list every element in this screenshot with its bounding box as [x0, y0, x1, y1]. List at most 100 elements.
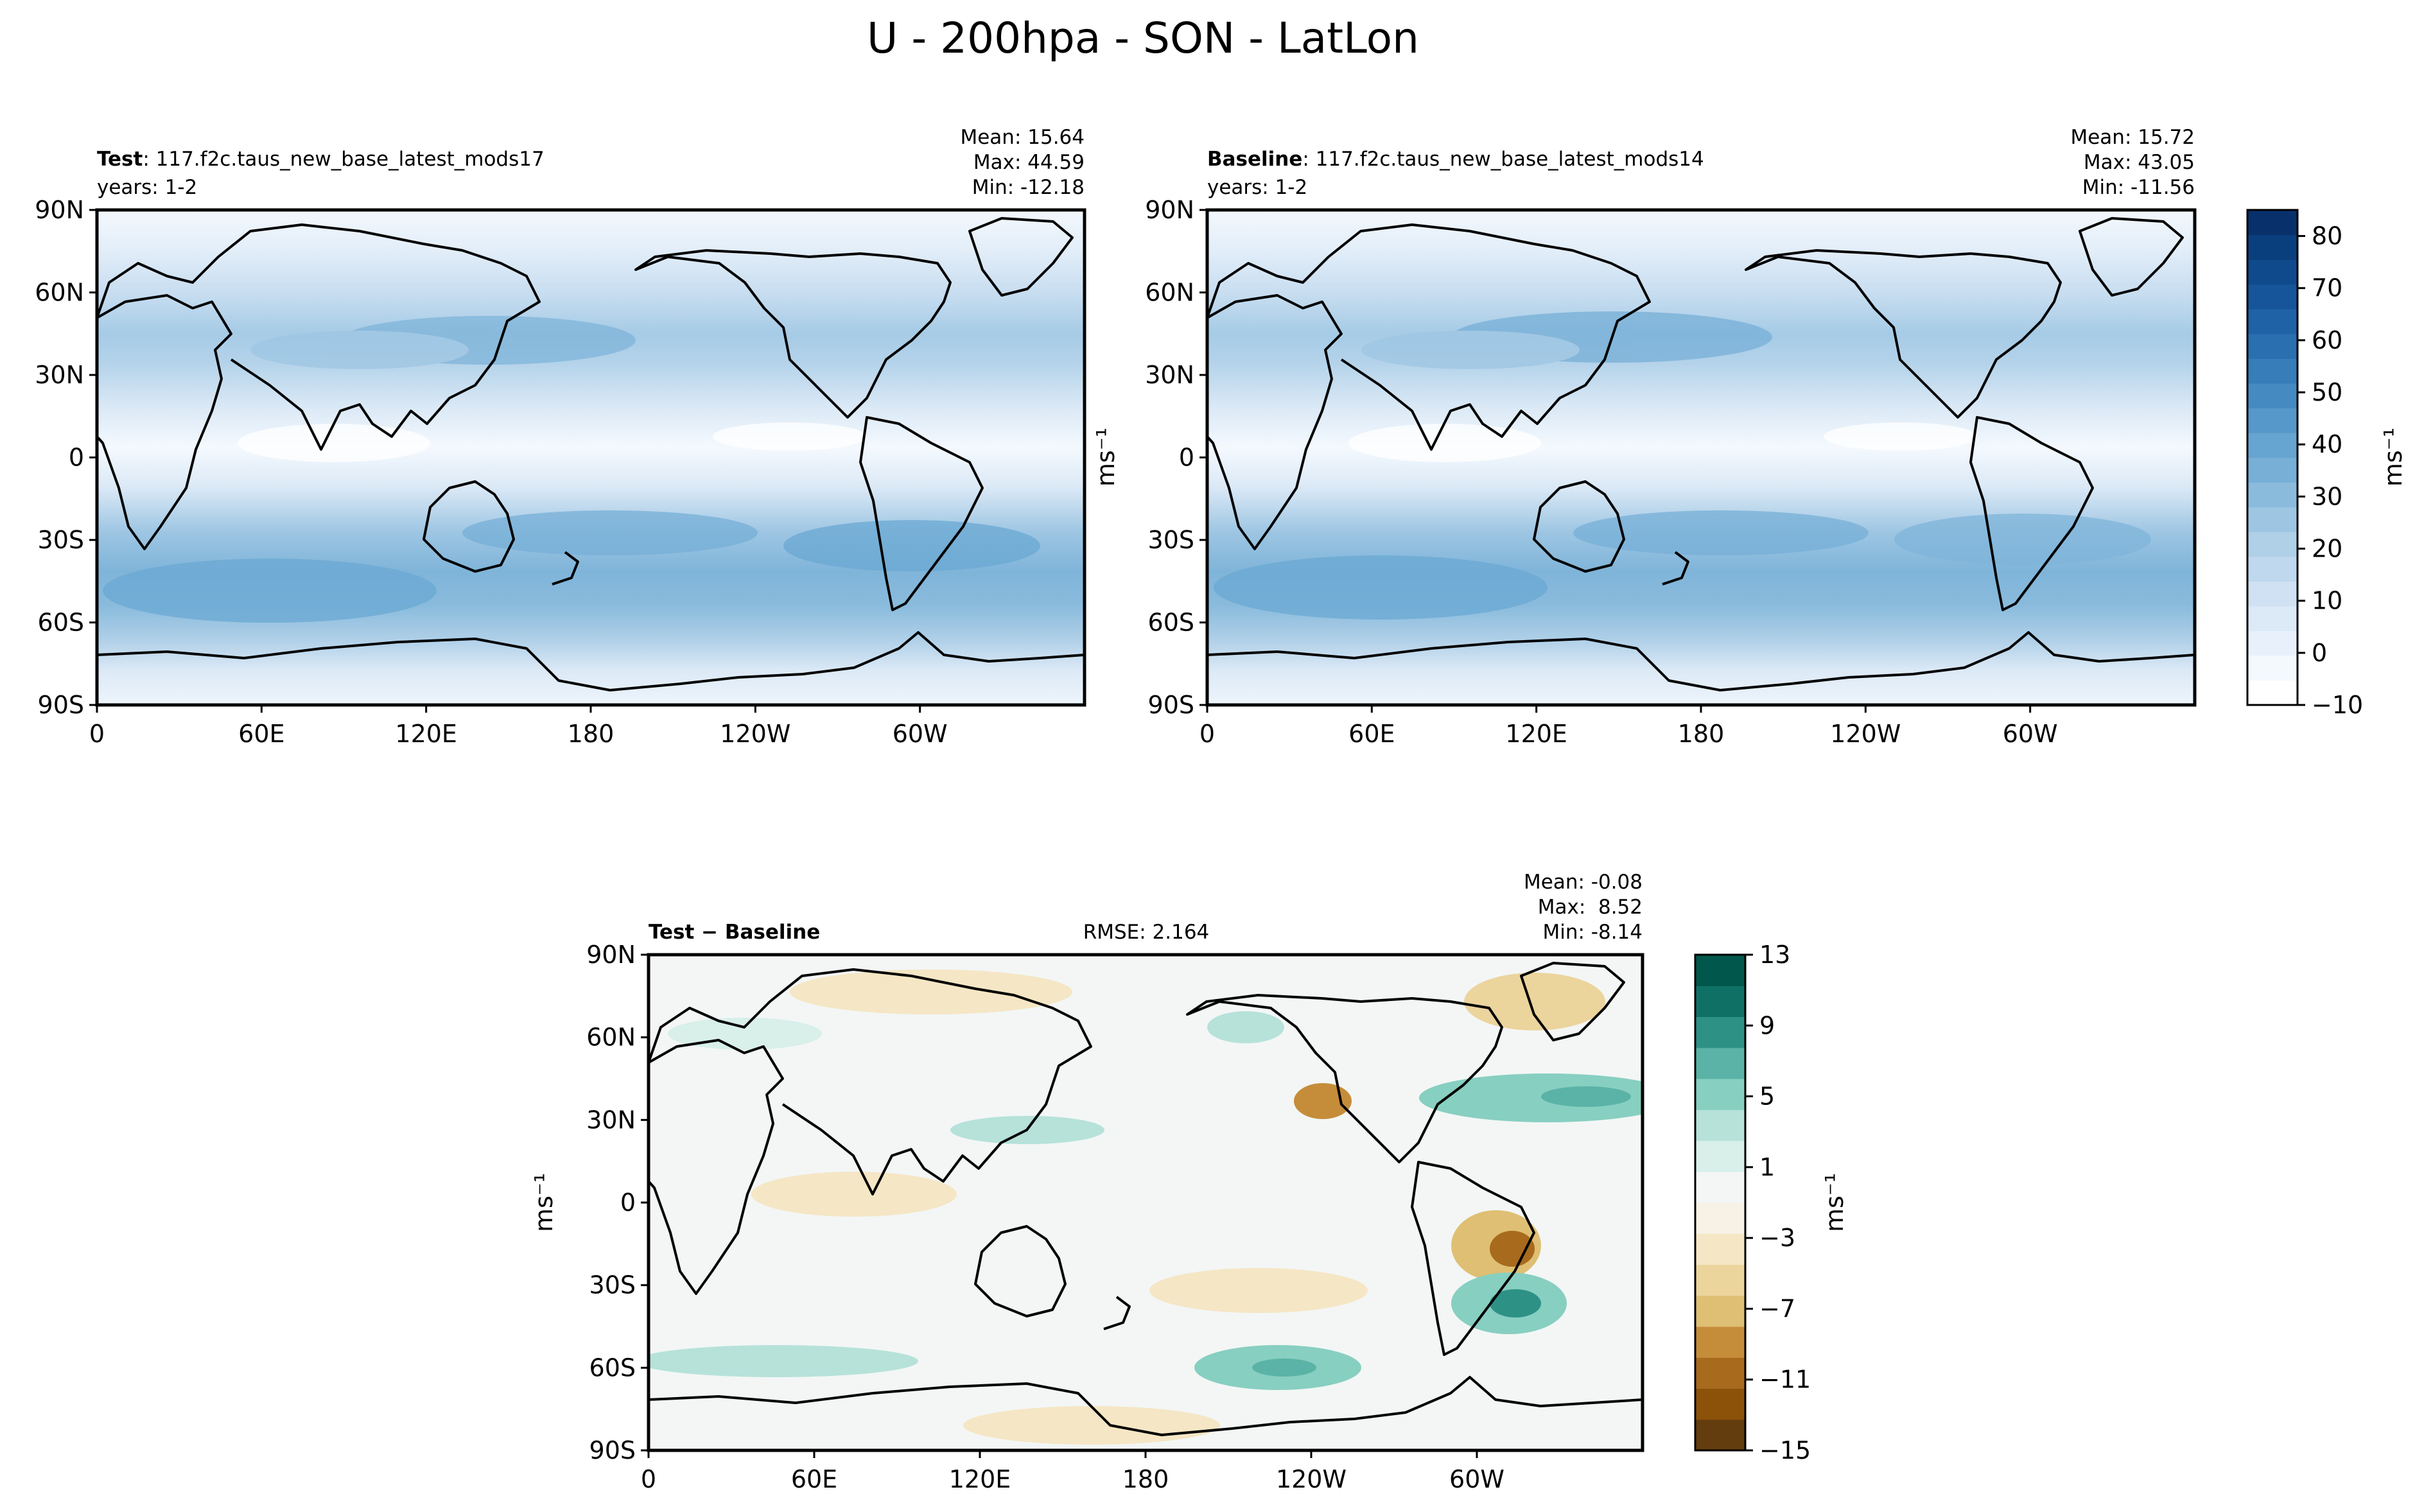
baseline-lon-tick-label: 180	[1678, 720, 1725, 748]
diff-coast-antarctica	[649, 1376, 1643, 1436]
main-colorbar-band	[2247, 532, 2297, 557]
diff-lon-tick-label: 60E	[791, 1465, 837, 1493]
test-lat-tick-label: 30S	[38, 526, 84, 554]
test-coast-greenland	[968, 217, 1074, 297]
baseline-eq-indian	[1348, 424, 1541, 462]
main-colorbar-band	[2247, 210, 2297, 236]
main-colorbar: −10 0 10 20 30 40 50 60 70 80 ms⁻¹	[2246, 209, 2407, 719]
baseline-lon-tick-label: 0	[1199, 720, 1215, 748]
diff-anom-so-teal-core	[1252, 1359, 1316, 1377]
main-colorbar-band	[2247, 605, 2297, 631]
baseline-coast-africa	[1207, 294, 1343, 550]
main-colorbar-tick-label: 20	[2312, 535, 2342, 563]
baseline-coastlines	[1207, 217, 2195, 691]
test-coastlines	[97, 217, 1085, 691]
diff-colorbar-band	[1695, 1079, 1745, 1110]
diff-colorbar-unit: ms⁻¹	[1820, 1173, 1849, 1232]
baseline-coast-australia	[1533, 480, 1625, 573]
diff-coastlines	[649, 962, 1643, 1436]
test-stat-mean: Mean: 15.64	[960, 126, 1085, 149]
diff-coast-africa	[649, 1039, 784, 1295]
diff-colorbar-tick-label: −3	[1759, 1224, 1795, 1252]
main-colorbar-tick-label: 50	[2312, 378, 2342, 406]
diff-colorbar-tick-label: 9	[1759, 1011, 1775, 1039]
test-name: Test	[97, 148, 143, 171]
test-lon-tick-label: 180	[568, 720, 615, 748]
main-colorbar-tick-label: 30	[2312, 482, 2342, 510]
baseline-jet-sh-pacific	[1573, 510, 1869, 555]
diff-anom-nw-tan	[790, 969, 1072, 1014]
diff-anom-sa-brown-core	[1490, 1231, 1535, 1267]
test-axis-unit: ms⁻¹	[1092, 428, 1120, 487]
diff-anom-so-teal	[649, 1345, 918, 1377]
diff-rmse: RMSE: 2.164	[1083, 921, 1210, 944]
test-lat-tick-label: 60S	[38, 609, 84, 637]
diff-label: Test − Baseline	[649, 921, 820, 944]
diff-anom-atl-teal-core	[1541, 1086, 1631, 1107]
diff-stat-min: Min: -8.14	[1542, 921, 1643, 944]
main-colorbar-band	[2247, 507, 2297, 532]
baseline-lat-ticks: 90N 60N 30N 0 30S 60S 90S	[1145, 196, 1207, 719]
diff-lon-tick-label: 0	[641, 1465, 656, 1493]
main-colorbar-band	[2247, 581, 2297, 607]
baseline-stat-min: Min: -11.56	[2082, 176, 2195, 199]
test-lat-tick-label: 60N	[35, 279, 84, 307]
diff-colorbar: −15 −11 −7 −3 1 5 9 13 ms⁻¹	[1694, 941, 1849, 1464]
diff-coast-eurasia	[649, 968, 1092, 1195]
diff-colorbar-band	[1695, 1326, 1745, 1358]
baseline-stat-mean: Mean: 15.72	[2070, 126, 2195, 149]
diff-lat-ticks: 90N 60N 30N 0 30S 60S 90S	[586, 941, 649, 1464]
test-lat-tick-label: 90S	[38, 691, 84, 719]
diff-stat-mean: Mean: -0.08	[1524, 871, 1643, 894]
diff-colorbar-bands	[1695, 955, 1745, 1451]
diff-lon-tick-label: 120W	[1276, 1465, 1347, 1493]
test-panel: Test: 117.f2c.taus_new_base_latest_mods1…	[35, 126, 1120, 748]
test-field	[97, 210, 1085, 705]
diff-colorbar-tick-label: 5	[1759, 1082, 1775, 1111]
diff-colorbar-band	[1695, 1047, 1745, 1079]
diff-colorbar-band	[1695, 986, 1745, 1018]
diff-coast-australia	[974, 1225, 1067, 1317]
main-colorbar-band	[2247, 309, 2297, 335]
main-colorbar-tick-label: 10	[2312, 587, 2342, 615]
baseline-jet-sh-indian	[1214, 555, 1548, 620]
main-colorbar-band	[2247, 457, 2297, 483]
baseline-lat-tick-label: 30S	[1148, 526, 1194, 554]
baseline-stat-max: Max: 43.05	[2084, 151, 2195, 174]
diff-colorbar-band	[1695, 1016, 1745, 1048]
diff-colorbar-tick-label: −11	[1759, 1366, 1811, 1394]
diff-coast-north-america	[1186, 994, 1503, 1163]
diff-axis-unit: ms⁻¹	[530, 1173, 558, 1232]
test-coast-australia	[423, 480, 515, 573]
main-colorbar-band	[2247, 680, 2297, 706]
diff-lat-tick-label: 90S	[589, 1436, 636, 1464]
test-label: Test: 117.f2c.taus_new_base_latest_mods1…	[97, 148, 545, 171]
baseline-map	[1207, 210, 2195, 705]
diff-colorbar-tick-label: −7	[1759, 1294, 1795, 1323]
baseline-years: years: 1-2	[1207, 176, 1307, 199]
baseline-coast-antarctica	[1207, 631, 2195, 691]
test-stat-min: Min: -12.18	[972, 176, 1085, 199]
diff-anom-arctic-tan	[1464, 973, 1605, 1030]
baseline-lon-tick-label: 120W	[1830, 720, 1901, 748]
test-stat-max: Max: 44.59	[973, 151, 1085, 174]
diff-anom-eq-tan	[751, 1172, 957, 1217]
diff-colorbar-band	[1695, 1171, 1745, 1203]
main-colorbar-tick-label: 40	[2312, 430, 2342, 458]
diff-colorbar-band	[1695, 1419, 1745, 1451]
test-lon-ticks: 0 60E 120E 180 120W 60W	[89, 705, 948, 748]
diff-lat-tick-label: 30S	[589, 1271, 636, 1299]
test-lon-tick-label: 120E	[395, 720, 457, 748]
test-coast-antarctica	[97, 631, 1085, 691]
baseline-coast-eurasia	[1207, 223, 1651, 451]
test-years: years: 1-2	[97, 176, 197, 199]
main-colorbar-unit: ms⁻¹	[2379, 428, 2407, 487]
main-colorbar-band	[2247, 284, 2297, 309]
test-lon-tick-label: 60E	[238, 720, 284, 748]
diff-lat-tick-label: 60N	[586, 1023, 636, 1052]
test-lat-tick-label: 90N	[35, 196, 84, 224]
diff-colorbar-frame	[1694, 953, 1747, 1452]
test-coast-africa	[97, 294, 232, 550]
diff-lat-tick-label: 30N	[586, 1106, 636, 1134]
